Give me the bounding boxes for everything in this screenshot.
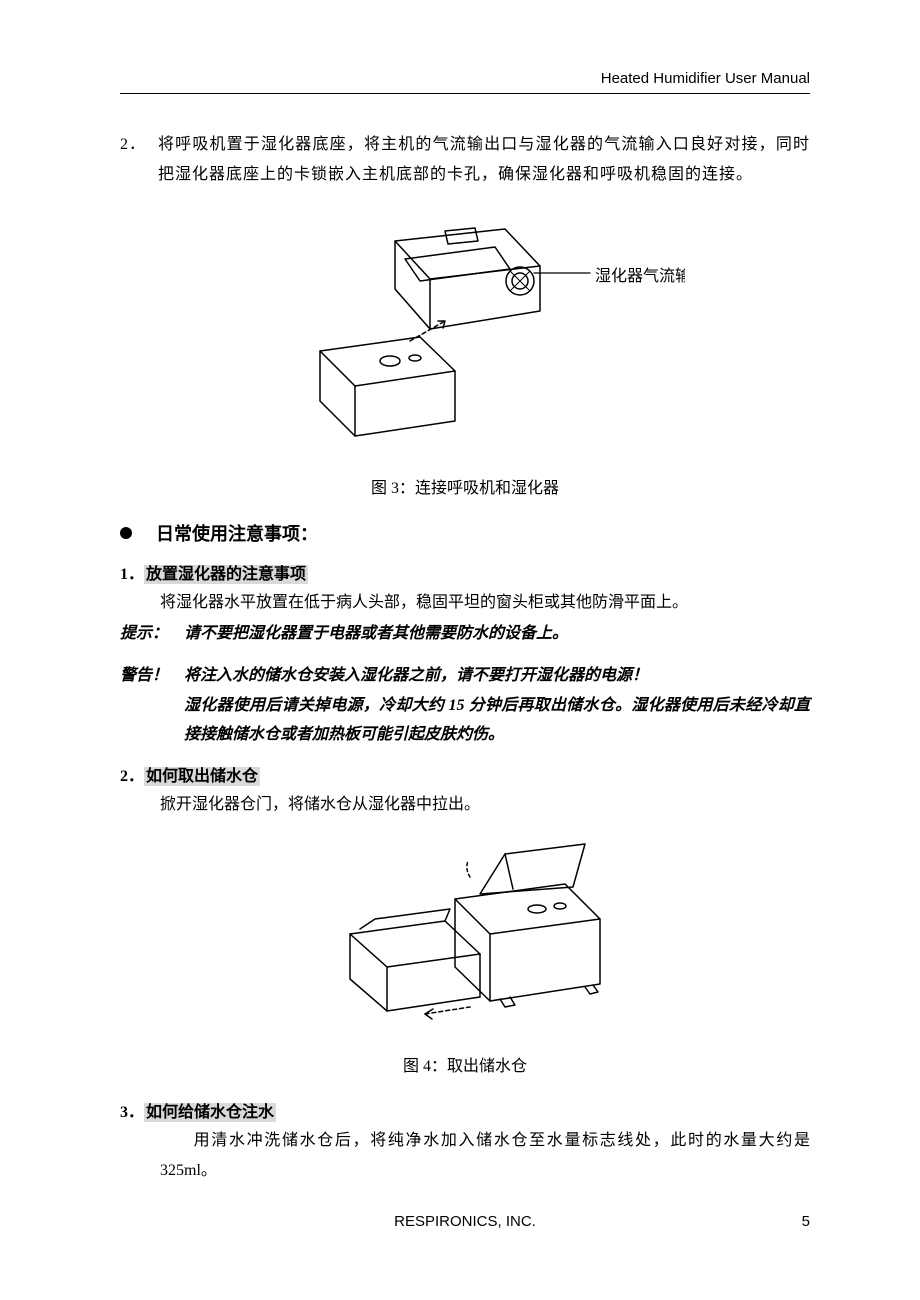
tip-text: 请不要把湿化器置于电器或者其他需要防水的设备上。	[184, 619, 810, 649]
warning-line-2: 湿化器使用后请关掉电源，冷却大约 15 分钟后再取出储水仓。湿化器使用后未经冷却…	[184, 691, 810, 750]
figure-3-illustration: 湿化器气流输入口	[245, 211, 685, 451]
warning-label: 警告！	[120, 661, 184, 691]
subsection-3-heading: 3．如何给储水仓注水	[120, 1098, 810, 1122]
footer-company: RESPIRONICS, INC.	[120, 1213, 810, 1230]
warning-line-1: 将注入水的储水仓安装入湿化器之前，请不要打开湿化器的电源！	[184, 661, 810, 691]
section-heading-daily-use: 日常使用注意事项：	[120, 520, 810, 546]
figure-3-callout: 湿化器气流输入口	[595, 267, 685, 285]
subsection-1-heading: 1．放置湿化器的注意事项	[120, 560, 810, 584]
subsection-3-title: 如何给储水仓注水	[144, 1103, 276, 1122]
step-2-text: 将呼吸机置于湿化器底座，将主机的气流输出口与湿化器的气流输入口良好对接，同时把湿…	[158, 130, 810, 191]
figure-4-illustration	[305, 839, 625, 1029]
page-header: Heated Humidifier User Manual	[120, 70, 810, 94]
page-footer: RESPIRONICS, INC. 5	[120, 1213, 810, 1230]
figure-4	[120, 839, 810, 1034]
subsection-1-title: 放置湿化器的注意事项	[144, 565, 308, 584]
subsection-2-title: 如何取出储水仓	[144, 767, 260, 786]
figure-3: 湿化器气流输入口	[120, 211, 810, 456]
page: Heated Humidifier User Manual 2． 将呼吸机置于湿…	[0, 0, 920, 1300]
step-2: 2． 将呼吸机置于湿化器底座，将主机的气流输出口与湿化器的气流输入口良好对接，同…	[120, 130, 810, 191]
subsection-1-number: 1．	[120, 566, 144, 583]
subsection-3-body: 用清水冲洗储水仓后，将纯净水加入储水仓至水量标志线处，此时的水量大约是 325m…	[160, 1126, 810, 1185]
subsection-2-body: 掀开湿化器仓门，将储水仓从湿化器中拉出。	[160, 790, 810, 820]
figure-4-caption: 图 4：取出储水仓	[120, 1052, 810, 1076]
bullet-icon	[120, 527, 132, 539]
warning-block: 警告！ 将注入水的储水仓安装入湿化器之前，请不要打开湿化器的电源！ 湿化器使用后…	[120, 661, 810, 750]
tip-block: 提示： 请不要把湿化器置于电器或者其他需要防水的设备上。	[120, 619, 810, 649]
tip-label: 提示：	[120, 619, 184, 649]
subsection-2-heading: 2．如何取出储水仓	[120, 762, 810, 786]
step-2-number: 2．	[120, 130, 158, 191]
section-heading-text: 日常使用注意事项：	[156, 520, 318, 546]
subsection-3-number: 3．	[120, 1104, 144, 1121]
figure-3-caption: 图 3：连接呼吸机和湿化器	[120, 474, 810, 498]
subsection-1-body: 将湿化器水平放置在低于病人头部，稳固平坦的窗头柜或其他防滑平面上。	[160, 588, 810, 618]
subsection-2-number: 2．	[120, 768, 144, 785]
